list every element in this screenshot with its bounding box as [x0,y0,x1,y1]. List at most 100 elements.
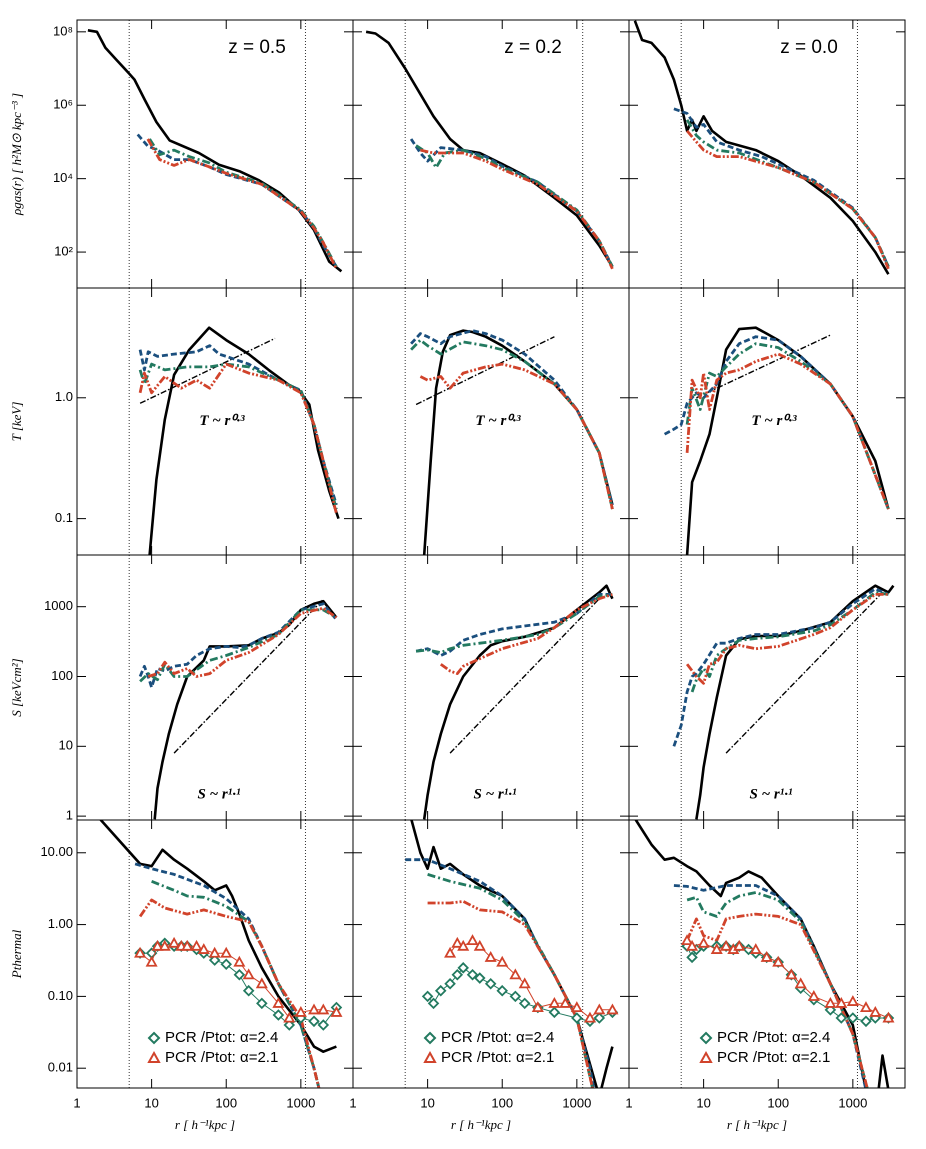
panel [128,555,338,820]
x-tick-label: 1000 [286,1095,315,1110]
panel [404,820,619,1088]
diamond-marker [308,1015,320,1028]
y-tick-label: 10⁸ [53,23,73,38]
x-tick-label: 10 [420,1095,434,1110]
triangle-marker [496,955,509,967]
profile-line [409,138,614,268]
x-tick-label: 1000 [838,1095,867,1110]
panel [99,820,343,1088]
profile-line [419,362,614,510]
diamond-marker [509,990,522,1003]
triangle-marker [283,1011,296,1023]
diamond-marker [593,1012,606,1024]
profile-line [422,329,614,555]
legend-marker [423,1031,437,1045]
triangle-marker [181,939,194,951]
profile-line [673,884,868,1088]
triangle-marker [570,1001,583,1013]
diamond-marker [457,962,469,974]
triangle-marker [720,939,733,951]
diamond-marker [466,969,479,981]
profile-line [690,591,889,693]
panel-title: z = 0.2 [504,37,562,58]
profile-line [148,138,338,268]
profile-line [147,606,338,678]
triangle-marker [794,977,807,989]
diamond-marker [427,997,440,1010]
diamond-marker [518,997,531,1010]
annotation: T ~ r⁰·³ [475,413,521,429]
triangle-marker [134,946,147,958]
y-tick-label: 1.0 [55,389,73,404]
diamond-marker [444,977,456,990]
annotation: T ~ r⁰·³ [199,413,245,429]
x-axis-label: r [ h⁻¹kpc ] [451,1117,511,1132]
profile-line [439,593,613,675]
triangle-marker [208,946,221,958]
panel [634,820,895,1088]
profile-line [138,362,338,514]
y-axis-label: ρgas(r) [ h²M⊙ kpc⁻³ ] [9,93,24,216]
triangle-marker [330,1005,343,1017]
triangle-marker [197,943,210,954]
profile-line [673,107,890,268]
profile-line [365,30,614,268]
diamond-marker [548,1006,561,1019]
diamond-marker [220,958,233,971]
y-tick-label: 0.1 [55,510,73,525]
profile-line [151,880,321,1088]
y-axis-label: T [keV] [9,402,24,442]
profile-line [136,133,338,268]
legend-label: PCR /Ptot: α=2.4 [165,1029,278,1046]
legend-label: PCR /Ptot: α=2.1 [441,1049,554,1066]
profile-line [405,858,596,1088]
profile-line [685,326,890,555]
profile-line [410,329,614,506]
profile-line [672,587,889,747]
x-tick-label: 1 [349,1095,356,1110]
fit-line [449,598,600,754]
triangle-marker [242,968,255,980]
profile-line [138,898,321,1088]
triangle-marker [882,1011,895,1023]
fit-line [725,591,884,754]
triangle-marker [559,996,572,1008]
triangle-marker [772,955,785,967]
triangle-marker [145,955,158,967]
triangle-marker [548,996,561,1008]
triangle-marker [807,990,820,1001]
profile-line [148,326,340,555]
y-axis-label: Pthermal [9,929,24,979]
triangle-marker [681,934,694,946]
profile-line [633,20,890,275]
triangle-marker [749,943,762,954]
triangle-marker [606,1003,619,1015]
profile-line [422,584,614,820]
triangle-marker [451,936,464,948]
triangle-marker [686,939,699,951]
profile-line [685,119,890,268]
y-tick-label: 10 [59,738,73,753]
triangle-marker [835,996,848,1008]
diamond-marker [208,954,221,966]
profile-line [87,29,343,273]
y-tick-label: 1 [66,808,73,823]
triangle-marker [846,995,859,1006]
triangle-marker [785,968,798,980]
y-tick-label: 0.01 [48,1060,73,1075]
triangle-marker [710,943,723,954]
diamond-marker [317,1019,330,1031]
panel [128,288,340,555]
profile-line [685,593,889,685]
panel [633,20,890,288]
x-axis-label: r [ h⁻¹kpc ] [727,1117,787,1132]
legend-marker [147,1031,161,1045]
legend-marker [147,1050,161,1063]
legend-label: PCR /Ptot: α=2.1 [717,1049,830,1066]
panel [365,20,614,288]
x-axis-label: r [ h⁻¹kpc ] [175,1117,235,1132]
triangle-marker [473,939,486,951]
diamond-marker [686,951,698,964]
x-tick-label: 1 [625,1095,632,1110]
